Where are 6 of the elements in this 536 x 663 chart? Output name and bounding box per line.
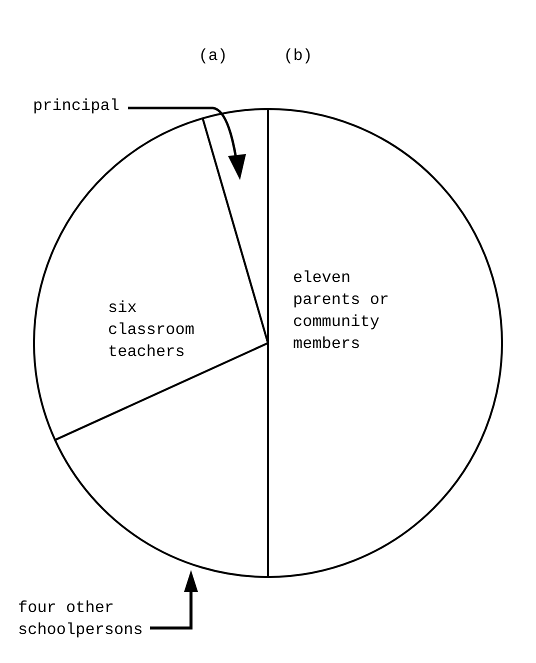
slice-label: eleven parents or community members — [293, 269, 390, 354]
slice-label: principal — [33, 97, 120, 116]
text: (b) — [284, 47, 312, 66]
slice-label: four other schoolpersons — [18, 599, 143, 640]
text: (a) — [198, 47, 228, 66]
slice-label: six classroom teachers — [108, 299, 194, 362]
